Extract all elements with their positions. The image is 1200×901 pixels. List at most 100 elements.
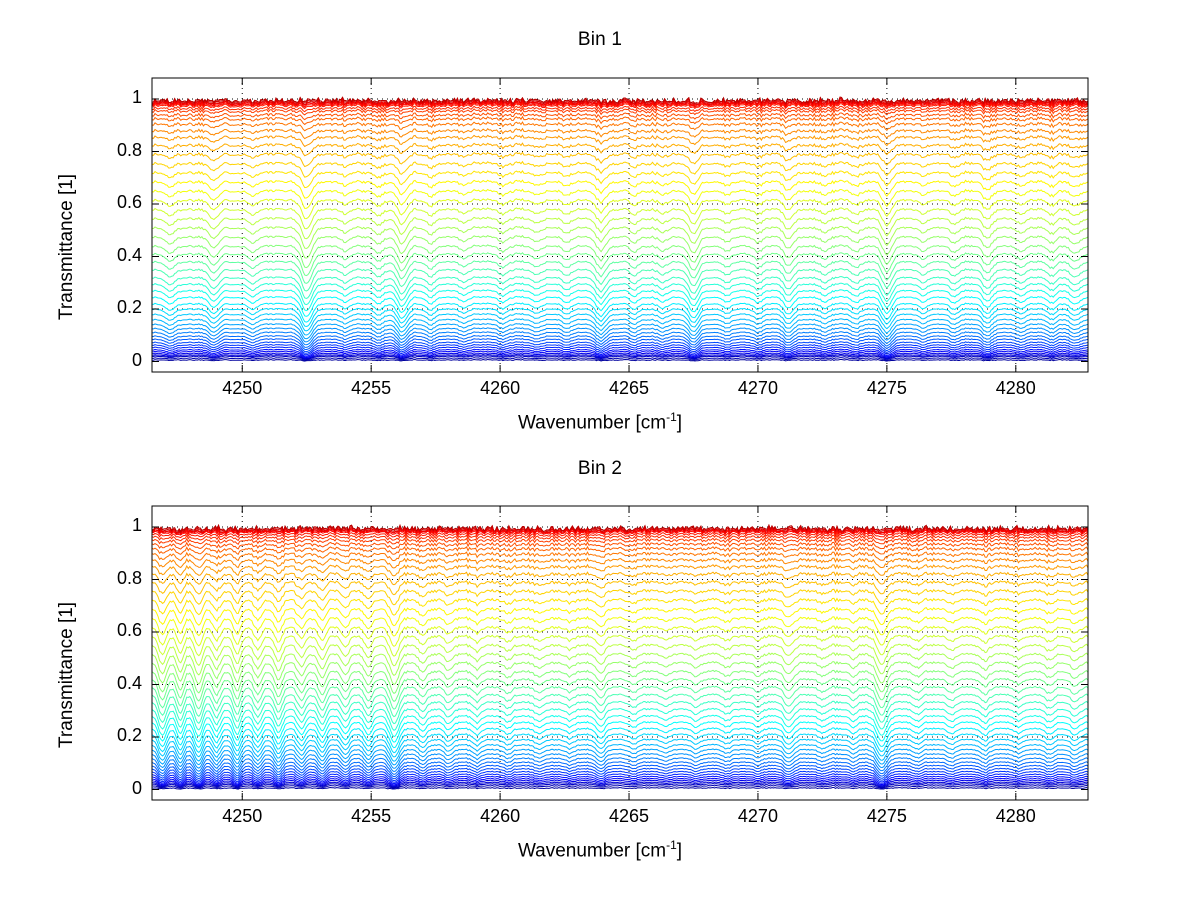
subplot-bin-2: Bin 2 Transmittance [1] Wavenumber [cm-1… (0, 450, 1200, 901)
spectrum-line (152, 784, 1088, 789)
spectrum-line (152, 625, 1088, 647)
spectrum-line (152, 733, 1088, 754)
spectrum-line (152, 669, 1088, 694)
tick-marks (152, 506, 1088, 800)
spectrum-line (152, 207, 1088, 230)
spectrum-line (152, 634, 1088, 657)
x-axis-label-bin-2: Wavenumber [cm-1] (0, 838, 1200, 862)
spectrum-line (152, 531, 1088, 539)
x-tick-label: 4280 (995, 806, 1036, 826)
spectrum-line (152, 343, 1088, 354)
spectrum-line (152, 748, 1088, 766)
spectrum-line (152, 244, 1088, 269)
y-tick-label: 0.8 (116, 139, 142, 160)
spectrum-line (152, 99, 1088, 107)
spectrum-line (152, 160, 1088, 178)
y-tick-label: 0.8 (116, 567, 142, 588)
axis-frame (151, 505, 1089, 801)
spectrum-line (152, 115, 1088, 126)
spectrum-line (152, 353, 1088, 360)
spectrum-line (152, 99, 1088, 108)
x-tick-label: 4275 (866, 806, 907, 826)
spectrum-line (152, 289, 1088, 312)
x-tick-label: 4275 (866, 378, 907, 398)
plot-title-bin-1: Bin 1 (577, 29, 623, 50)
x-axis-label-text: Wavenumber [cm (517, 412, 667, 434)
x-tick-label: 4270 (737, 378, 778, 398)
spectrum-line (152, 142, 1088, 157)
spectrum-line (152, 327, 1088, 343)
spectrum-line (152, 188, 1088, 209)
spectrum-line (152, 121, 1088, 132)
spectrum-line (152, 357, 1088, 361)
spectrum-line (152, 537, 1088, 545)
y-axis-label-bin-1: Transmittance [1] (56, 173, 77, 320)
spectrum-line (152, 777, 1088, 786)
x-axis-label-bracket: ] (676, 412, 683, 434)
y-tick-label: 0.2 (116, 297, 142, 317)
spectrum-line (152, 307, 1088, 328)
x-tick-label: 4255 (351, 806, 392, 826)
spectrum-line (152, 348, 1088, 357)
spectrum-line (152, 652, 1088, 676)
spectrum-line (152, 352, 1088, 359)
spectrum-line (152, 96, 1088, 105)
plot-title-bin-2: Bin 2 (577, 458, 623, 479)
spectrum-line (152, 302, 1088, 323)
y-tick-label: 0.6 (116, 620, 142, 640)
x-tick-label: 4250 (222, 378, 263, 398)
x-tick-label: 4280 (995, 378, 1036, 398)
x-tick-label: 4270 (737, 806, 778, 826)
spectrum-line (152, 786, 1088, 790)
spectrum-line (152, 551, 1088, 562)
spectrum-line (152, 714, 1088, 738)
spectrum-line (152, 781, 1088, 788)
spectrum-line (152, 579, 1088, 596)
tick-marks (152, 78, 1088, 372)
spectrum-line (152, 685, 1088, 710)
plot-area-bin-2 (151, 505, 1089, 801)
y-tick-label: 1 (131, 515, 142, 535)
spectrum-line (152, 197, 1088, 220)
spectrum-line (152, 677, 1088, 702)
spectrum-line (152, 563, 1088, 577)
y-tick-label: 0.4 (116, 244, 142, 265)
spectrum-line (152, 557, 1088, 569)
spectrum-line (152, 151, 1088, 168)
spectrum-line (152, 338, 1088, 350)
spectra-series-group (152, 96, 1088, 362)
spectrum-line (152, 234, 1088, 259)
spectrum-line (152, 597, 1088, 616)
y-tick-label: 1 (131, 87, 142, 107)
x-tick-label: 4260 (480, 806, 521, 826)
y-tick-label: 0.2 (116, 725, 142, 745)
spectrum-line (152, 355, 1088, 360)
plot-area-bin-1 (151, 77, 1089, 373)
y-tick-label: 0.4 (116, 672, 142, 693)
spectrum-line (152, 588, 1088, 606)
spectrum-line (152, 738, 1088, 758)
spectrum-line (152, 260, 1088, 284)
spectrum-line (152, 743, 1088, 762)
spectrum-line (152, 170, 1088, 189)
x-axis-label-exponent: -1 (666, 410, 677, 424)
x-tick-label: 4255 (351, 378, 392, 398)
spectrum-line (152, 606, 1088, 627)
spectrum-line (152, 102, 1088, 110)
spectrum-line (152, 252, 1088, 277)
spectrum-line (152, 767, 1088, 780)
spectrum-line (152, 295, 1088, 317)
spectrum-line (152, 761, 1088, 775)
spectrum-line (152, 275, 1088, 300)
spectrum-line (152, 105, 1088, 113)
spectrum-line (152, 757, 1088, 773)
spectrum-line (152, 615, 1088, 637)
x-axis-label-bracket: ] (676, 840, 683, 862)
plot-background (152, 78, 1088, 372)
spectrum-line (152, 773, 1088, 783)
spectrum-line (152, 700, 1088, 725)
axis-frame (151, 77, 1089, 373)
x-axis-label-bin-1: Wavenumber [cm-1] (0, 410, 1200, 434)
spectrum-line (152, 179, 1088, 199)
